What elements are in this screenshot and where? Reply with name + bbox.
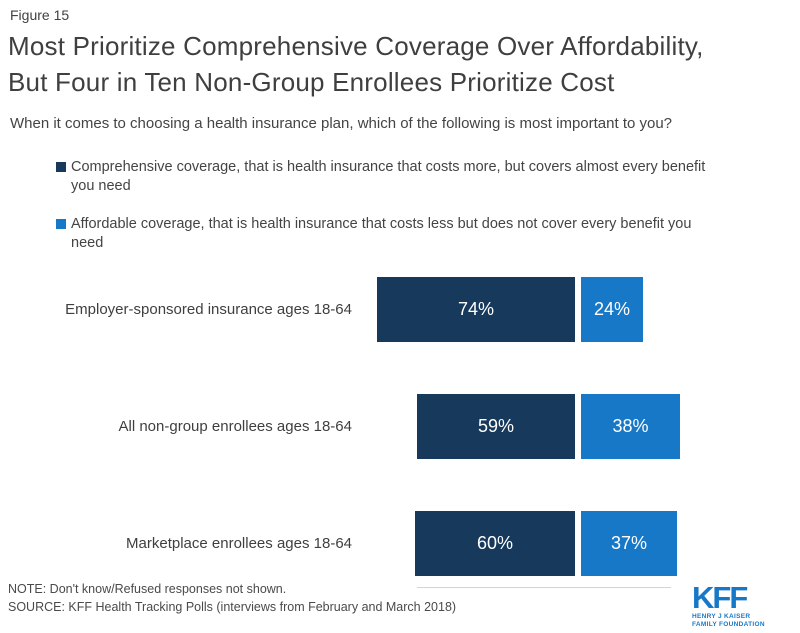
legend-label-comprehensive: Comprehensive coverage, that is health i…: [71, 159, 706, 194]
note-text: NOTE: Don't know/Refused responses not s…: [8, 582, 287, 596]
page-title: Most Prioritize Comprehensive Coverage O…: [8, 28, 704, 100]
kff-logo: KFF HENRY J KAISER FAMILY FOUNDATION: [692, 580, 792, 628]
bar-row-label: Employer-sponsored insurance ages 18-64: [65, 301, 352, 318]
bar-row: Marketplace enrollees ages 18-64 60% 37%: [0, 511, 800, 576]
bar-value-comprehensive: 59%: [477, 416, 515, 436]
footer-notes: NOTE: Don't know/Refused responses not s…: [8, 580, 456, 616]
kff-tagline-line-2: FAMILY FOUNDATION: [692, 620, 765, 628]
legend-item-comprehensive: Comprehensive coverage, that is health i…: [56, 158, 726, 196]
bar-value-comprehensive: 74%: [457, 299, 495, 319]
legend-item-affordable: Affordable coverage, that is health insu…: [56, 215, 726, 253]
chart-legend: Comprehensive coverage, that is health i…: [56, 158, 726, 253]
bar-value-affordable: 38%: [612, 416, 649, 436]
bar-value-affordable: 37%: [610, 533, 648, 553]
figure-label: Figure 15: [10, 7, 70, 23]
title-line-1: Most Prioritize Comprehensive Coverage O…: [8, 31, 704, 61]
kff-logo-tagline: HENRY J KAISER FAMILY FOUNDATION: [692, 613, 792, 628]
bar-comprehensive: 60%: [415, 511, 575, 576]
legend-swatch-affordable-icon: [56, 219, 66, 229]
title-line-2: But Four in Ten Non-Group Enrollees Prio…: [8, 67, 615, 97]
kff-logo-text: KFF: [692, 580, 748, 615]
bar-affordable: 37%: [581, 511, 677, 576]
chart-baseline: [417, 587, 671, 588]
bar-value-comprehensive: 60%: [476, 533, 514, 553]
legend-swatch-comprehensive-icon: [56, 162, 66, 172]
bar-row: All non-group enrollees ages 18-64 59% 38%: [0, 394, 800, 459]
bar-row-label: Marketplace enrollees ages 18-64: [126, 535, 352, 552]
bar-affordable: 38%: [581, 394, 680, 459]
bar-row: Employer-sponsored insurance ages 18-64 7…: [0, 277, 800, 342]
chart-question: When it comes to choosing a health insur…: [10, 115, 673, 132]
kff-tagline-line-1: HENRY J KAISER: [692, 613, 751, 620]
bar-value-affordable: 24%: [593, 299, 631, 319]
source-text: SOURCE: KFF Health Tracking Polls (inter…: [8, 600, 457, 614]
bar-comprehensive: 74%: [377, 277, 575, 342]
bar-row-label: All non-group enrollees ages 18-64: [118, 418, 353, 435]
legend-label-affordable: Affordable coverage, that is health insu…: [71, 216, 692, 251]
bar-comprehensive: 59%: [417, 394, 575, 459]
bar-affordable: 24%: [581, 277, 643, 342]
